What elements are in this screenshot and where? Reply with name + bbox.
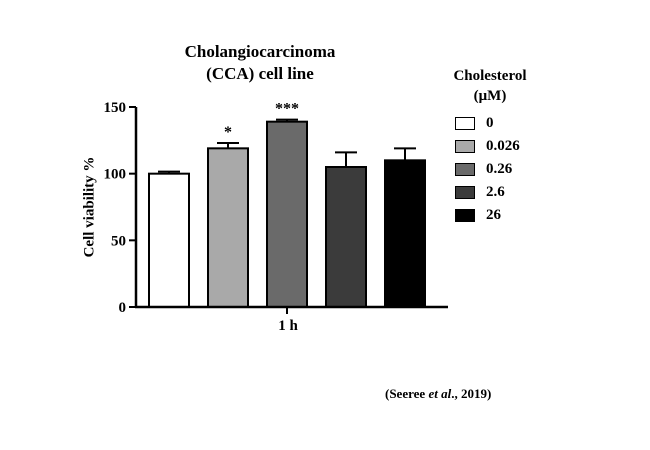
legend-label: 0 <box>486 115 494 131</box>
y-axis-label: Cell viability % <box>81 156 98 258</box>
bar-2.6 <box>325 166 367 308</box>
bars-group: **** <box>148 101 426 308</box>
citation-italic: et al <box>428 386 452 401</box>
y-tick-label: 150 <box>104 100 127 116</box>
y-tick-label: 100 <box>104 167 127 183</box>
legend-swatch <box>455 186 475 199</box>
y-tick-label: 0 <box>119 300 127 316</box>
chart-title-line-2: (CCA) cell line <box>206 64 314 83</box>
y-tick-label: 50 <box>111 233 126 249</box>
legend-label: 0.26 <box>486 161 513 177</box>
legend-label: 0.026 <box>486 138 520 154</box>
legend-label: 26 <box>486 207 501 223</box>
citation-prefix: (Seeree <box>385 386 429 401</box>
citation: (Seeree et al., 2019) <box>385 386 491 402</box>
legend-title-line-2: (μM) <box>473 88 507 104</box>
legend-swatch <box>455 163 475 176</box>
bar-0 <box>148 172 190 308</box>
significance-label: * <box>224 124 232 141</box>
legend-title-line-1: Cholesterol <box>453 68 527 84</box>
citation-suffix: ., 2019) <box>451 386 492 401</box>
bar-0.026 <box>207 147 249 308</box>
x-axis-label: 1 h <box>278 318 298 334</box>
chart-title-line-1: Cholangiocarcinoma <box>184 42 336 61</box>
legend-label: 2.6 <box>486 184 505 200</box>
legend-swatch <box>455 140 475 153</box>
bar-0.26 <box>266 120 308 308</box>
legend-swatch <box>455 209 475 222</box>
legend-swatch <box>455 117 475 130</box>
significance-label: *** <box>275 101 299 118</box>
bar-26 <box>384 159 426 308</box>
axes: 0 50 100 150 <box>104 100 448 316</box>
